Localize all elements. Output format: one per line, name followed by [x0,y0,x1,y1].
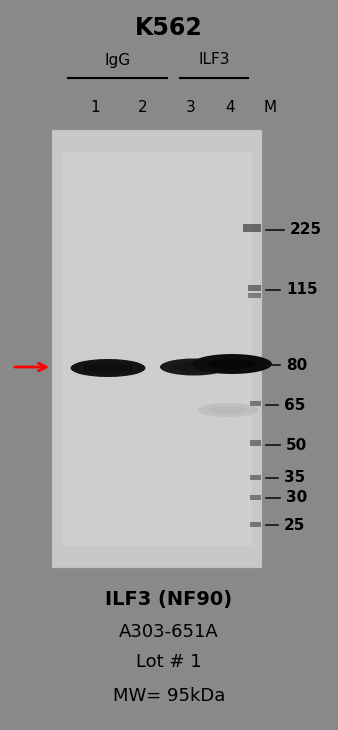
Ellipse shape [83,363,132,373]
Bar [63,152,251,546]
Ellipse shape [71,359,145,377]
Text: MW= 95kDa: MW= 95kDa [113,687,225,705]
Text: 3: 3 [186,101,196,115]
Bar [250,474,261,480]
Bar [250,360,261,366]
Ellipse shape [192,354,272,374]
Bar [250,401,261,405]
Bar [52,130,262,568]
Ellipse shape [209,406,247,414]
Text: Lot # 1: Lot # 1 [136,653,202,671]
Bar [250,521,261,526]
Text: 4: 4 [225,101,235,115]
Text: 225: 225 [290,223,322,237]
Text: A303-651A: A303-651A [119,623,219,641]
Text: M: M [263,101,276,115]
Bar [248,285,261,291]
Ellipse shape [206,358,258,369]
Text: 50: 50 [286,437,307,453]
Text: 35: 35 [284,471,305,485]
Bar [248,293,261,298]
Text: 30: 30 [286,491,307,505]
Ellipse shape [172,362,216,372]
Text: 2: 2 [138,101,148,115]
Text: 1: 1 [90,101,100,115]
Bar [243,224,261,232]
Text: 115: 115 [286,283,318,298]
Ellipse shape [198,403,258,417]
Text: K562: K562 [135,16,203,40]
Text: ILF3: ILF3 [198,53,230,67]
Bar [250,440,261,446]
Bar [250,494,261,499]
Text: ILF3 (NF90): ILF3 (NF90) [105,591,233,610]
Text: 80: 80 [286,358,307,372]
Text: 65: 65 [284,398,305,412]
Text: IgG: IgG [105,53,131,67]
Text: 25: 25 [284,518,305,532]
Ellipse shape [160,358,228,375]
